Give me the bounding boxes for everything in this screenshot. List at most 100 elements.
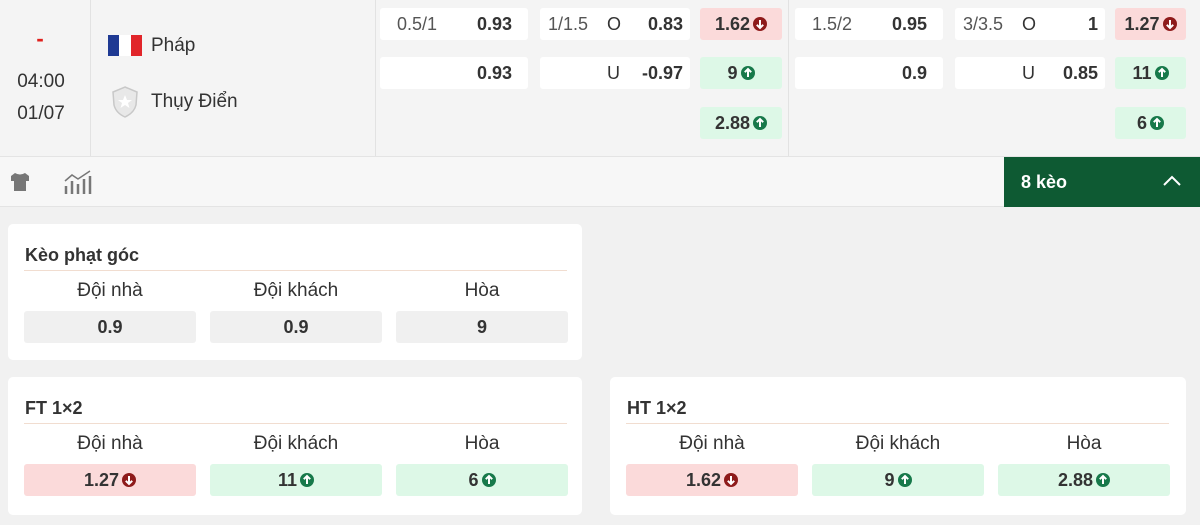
card-divider	[626, 423, 1169, 424]
odds-button[interactable]: 9	[396, 311, 568, 343]
odds-button[interactable]: 1.62	[700, 8, 782, 40]
chevron-up	[1163, 175, 1181, 186]
odds-value: 11	[277, 469, 298, 490]
odds-button[interactable]: 0.9	[24, 311, 196, 343]
handicap-home: 0.93	[476, 14, 512, 34]
down-arrow	[724, 473, 739, 487]
up-arrow	[300, 473, 315, 487]
more-markets-button[interactable]: 8 kèo	[1004, 157, 1200, 207]
odds-value: 2.88	[714, 112, 751, 133]
up-arrow	[740, 66, 755, 80]
handicap-cell: 0.93	[380, 57, 528, 89]
odds-button[interactable]: 0.9	[210, 311, 382, 343]
over-under-cell: 1/1.5 O 0.83	[540, 8, 690, 40]
odds-value: 9	[884, 469, 895, 490]
under-label: U	[607, 63, 620, 83]
handicap-line: 0.5/1	[397, 14, 438, 34]
match-date: 01/07	[17, 103, 65, 124]
handicap-home: 0.95	[891, 14, 927, 34]
over-under-cell: U -0.97	[540, 57, 690, 89]
divider	[375, 0, 376, 156]
odds-value: 1.27	[83, 469, 120, 490]
odds-value: 6	[468, 469, 479, 490]
divider	[788, 0, 789, 156]
column-header: Đội khách	[253, 433, 339, 454]
card-divider	[24, 423, 567, 424]
odds-value: 2.88	[1057, 469, 1094, 490]
column-header: Hòa	[464, 280, 500, 301]
match-time: 04:00	[17, 71, 65, 92]
lineup-icon[interactable]	[8, 170, 32, 194]
odds-button[interactable]: 9	[700, 57, 782, 89]
odds-value: 0.9	[97, 316, 123, 337]
down-arrow	[1162, 17, 1177, 31]
card-title: HT 1×2	[627, 398, 687, 418]
odds-value: 6	[1136, 112, 1147, 133]
handicap-cell: 0.9	[795, 57, 943, 89]
odds-value: 9	[727, 62, 738, 83]
more-markets-label: 8 kèo	[1021, 172, 1068, 192]
over-odds: 1	[1087, 14, 1098, 34]
odds-button[interactable]: 9	[812, 464, 984, 496]
market-card: Kèo phạt góc Đội nhà 0.9 Đội khách 0.9 Hòa 9	[8, 224, 582, 360]
divider	[90, 0, 91, 156]
column-header: Đội nhà	[679, 433, 745, 454]
odds-button[interactable]: 6	[1115, 107, 1186, 139]
column-header: Hòa	[464, 433, 500, 454]
over-label: O	[607, 14, 622, 34]
down-arrow	[122, 473, 137, 487]
up-arrow	[753, 116, 768, 130]
market-card: FT 1×2 Đội nhà 1.27 Đội khách 11 Hòa 6	[8, 377, 582, 515]
match-status: -	[36, 26, 44, 51]
odds-value: 0.9	[283, 316, 309, 337]
column-header: Đội nhà	[77, 433, 143, 454]
up-arrow	[1154, 66, 1169, 80]
odds-button[interactable]: 2.88	[700, 107, 782, 139]
odds-button[interactable]: 1.62	[626, 464, 798, 496]
column-header: Đội khách	[253, 280, 339, 301]
away-team: Thụy Điển	[151, 91, 238, 112]
up-arrow	[897, 473, 912, 487]
over-under-cell: 3/3.5 O 1	[955, 8, 1105, 40]
odds-value: 9	[476, 316, 487, 337]
odds-button[interactable]: 11	[1115, 57, 1186, 89]
handicap-away: 0.9	[901, 63, 927, 83]
over-under-cell: U 0.85	[955, 57, 1105, 89]
up-arrow	[481, 473, 496, 487]
handicap-cell: 0.5/1 0.93	[380, 8, 528, 40]
odds-value: 1.62	[685, 469, 722, 490]
handicap-away: 0.93	[476, 63, 512, 83]
handicap-cell: 1.5/2 0.95	[795, 8, 943, 40]
over-label: O	[1022, 14, 1037, 34]
toolbar: 8 kèo	[0, 157, 1200, 207]
home-team: Pháp	[151, 35, 196, 56]
down-arrow	[753, 17, 768, 31]
under-label: U	[1022, 63, 1035, 83]
under-odds: 0.85	[1062, 63, 1098, 83]
over-under-line: 3/3.5	[963, 14, 1004, 34]
up-arrow	[1150, 116, 1164, 130]
odds-button[interactable]: 1.27	[24, 464, 196, 496]
odds-value: 11	[1132, 62, 1152, 83]
odds-button[interactable]: 1.27	[1115, 8, 1186, 40]
stats-icon[interactable]	[63, 170, 93, 196]
over-under-line: 1/1.5	[548, 14, 589, 34]
away-logo	[112, 86, 138, 118]
under-odds: -0.97	[641, 63, 683, 83]
home-flag	[108, 35, 142, 56]
odds-button[interactable]: 11	[210, 464, 382, 496]
column-header: Hòa	[1066, 433, 1102, 454]
column-header: Đội khách	[855, 433, 941, 454]
handicap-line: 1.5/2	[812, 14, 853, 34]
odds-value: 1.62	[714, 13, 751, 34]
up-arrow	[1096, 473, 1111, 487]
odds-value: 1.27	[1124, 13, 1160, 34]
card-title: FT 1×2	[25, 398, 83, 418]
over-odds: 0.83	[647, 14, 683, 34]
odds-button[interactable]: 6	[396, 464, 568, 496]
card-title: Kèo phạt góc	[25, 245, 140, 265]
market-card: HT 1×2 Đội nhà 1.62 Đội khách 9 Hòa 2.88	[610, 377, 1186, 515]
column-header: Đội nhà	[77, 280, 143, 301]
odds-button[interactable]: 2.88	[998, 464, 1170, 496]
